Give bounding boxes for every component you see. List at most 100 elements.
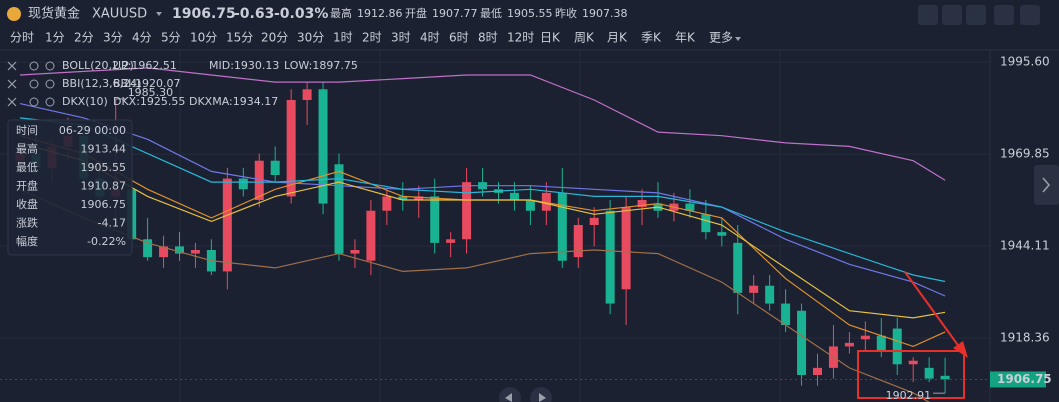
dropdown-icon [156, 12, 162, 16]
tool-button[interactable] [994, 5, 1014, 25]
info-label: 开盘 [16, 179, 38, 193]
y-tick-label: 1918.36 [1000, 331, 1050, 345]
timeframe[interactable]: 1时 [333, 31, 353, 45]
timeframe[interactable]: 5分 [161, 31, 181, 45]
y-tick-label: 1944.11 [1000, 239, 1050, 253]
last-price-label: 1906.75 [997, 372, 1052, 386]
timeframe[interactable]: 更多 [709, 31, 733, 45]
header-change: -0.63 [234, 6, 274, 22]
header-low-label: 最低 [480, 7, 502, 20]
candle-body [557, 192, 567, 261]
y-tick-label: 1969.85 [1000, 147, 1050, 161]
nav-icon [505, 393, 512, 402]
candle-body [525, 200, 535, 211]
timeframe[interactable]: 分时 [10, 31, 34, 45]
legend-value: DKXMA:1934.17 [189, 95, 278, 108]
tool-button[interactable] [1020, 5, 1040, 25]
indicator-line [19, 188, 930, 402]
timeframe[interactable]: 年K [675, 31, 696, 45]
header-high: 1912.86 [357, 7, 403, 20]
timeframe[interactable]: 4时 [420, 31, 440, 45]
timeframe[interactable]: 6时 [449, 31, 469, 45]
candle-body [143, 239, 153, 258]
tool-button[interactable] [966, 5, 986, 25]
candle-body [717, 232, 727, 236]
legend-icon [45, 79, 55, 89]
legend-name: DKX(10) [62, 95, 108, 108]
legend-name: BBI(12,3,6,24) [62, 77, 141, 90]
candle-body [781, 303, 791, 325]
candle-body [382, 196, 392, 211]
info-value: 1906.75 [81, 198, 127, 211]
header-prev-close-label: 昨收 [555, 6, 577, 20]
tool-button[interactable] [918, 5, 938, 25]
candle-body [892, 328, 902, 365]
candle-body [446, 239, 456, 243]
indicator-line [19, 117, 946, 283]
candle-body [924, 367, 934, 379]
info-label: 幅度 [16, 234, 38, 248]
legend-value: UP:1962.51 [113, 59, 177, 72]
info-value: 1913.44 [81, 143, 127, 156]
timeframe[interactable]: 20分 [261, 31, 288, 45]
candle-body [589, 217, 599, 225]
header-high-label: 最高 [330, 6, 352, 20]
timeframe[interactable]: 日K [540, 31, 561, 45]
candle-body [749, 285, 759, 293]
indicator-line [19, 135, 946, 348]
candle-body [797, 310, 807, 375]
annotation-arrowhead [953, 341, 968, 358]
candle-body [940, 375, 950, 380]
candle-body [733, 242, 743, 293]
timeframe[interactable]: 4分 [132, 31, 152, 45]
candle-body [701, 214, 711, 233]
legend-icon [45, 97, 55, 107]
legend-name: BOLL(20,2,2) [62, 59, 134, 72]
timeframe[interactable]: 2时 [362, 31, 382, 45]
legend-value: MID:1930.13 [209, 59, 279, 72]
legend-icon [29, 97, 39, 107]
timeframe[interactable]: 12时 [507, 31, 534, 45]
timeframe[interactable]: 1分 [45, 31, 65, 45]
candle-body [621, 207, 631, 290]
timeframe[interactable]: 3分 [103, 31, 123, 45]
info-label: 最低 [16, 161, 38, 174]
low-marker-label: 1902.91 [886, 389, 932, 402]
info-panel [7, 119, 133, 256]
candle-body [414, 196, 424, 200]
candle-body [159, 246, 169, 258]
info-label: 收盘 [16, 197, 38, 211]
timeframe[interactable]: 3时 [391, 31, 411, 45]
info-value: -0.22% [87, 235, 126, 248]
candle-body [398, 196, 408, 200]
timeframe[interactable]: 周K [574, 31, 595, 45]
more-icon [735, 37, 741, 41]
legend-icon [7, 97, 17, 107]
timeframe[interactable]: 季K [641, 31, 662, 45]
timeframe[interactable]: 30分 [297, 31, 324, 45]
indicator-line [19, 103, 946, 297]
header-change-pct: -0.03% [274, 6, 328, 22]
timeframe[interactable]: 月K [607, 31, 628, 45]
tool-button[interactable] [942, 5, 962, 25]
header-prev-close: 1907.38 [582, 7, 628, 20]
toolbar[interactable] [918, 5, 1040, 25]
timeframe[interactable]: 2分 [74, 31, 94, 45]
last-price-tag [990, 371, 1046, 388]
legend-value: BBI:1920.07 [113, 77, 181, 90]
header-low: 1905.55 [507, 7, 553, 20]
candle-body [270, 160, 280, 175]
candle-body [190, 250, 200, 254]
candle-body [334, 164, 344, 254]
info-label: 时间 [16, 124, 38, 137]
header-price: 1906.75 [172, 6, 236, 22]
timeframe[interactable]: 15分 [226, 31, 253, 45]
indicator-line [19, 142, 946, 319]
candle-body [765, 285, 775, 304]
info-value: -4.17 [98, 217, 126, 230]
candle-body [286, 100, 296, 197]
timeframe[interactable]: 10分 [190, 31, 217, 45]
timeframe[interactable]: 8时 [478, 31, 498, 45]
legend-icon [29, 79, 39, 89]
side-tab[interactable] [1034, 165, 1059, 205]
